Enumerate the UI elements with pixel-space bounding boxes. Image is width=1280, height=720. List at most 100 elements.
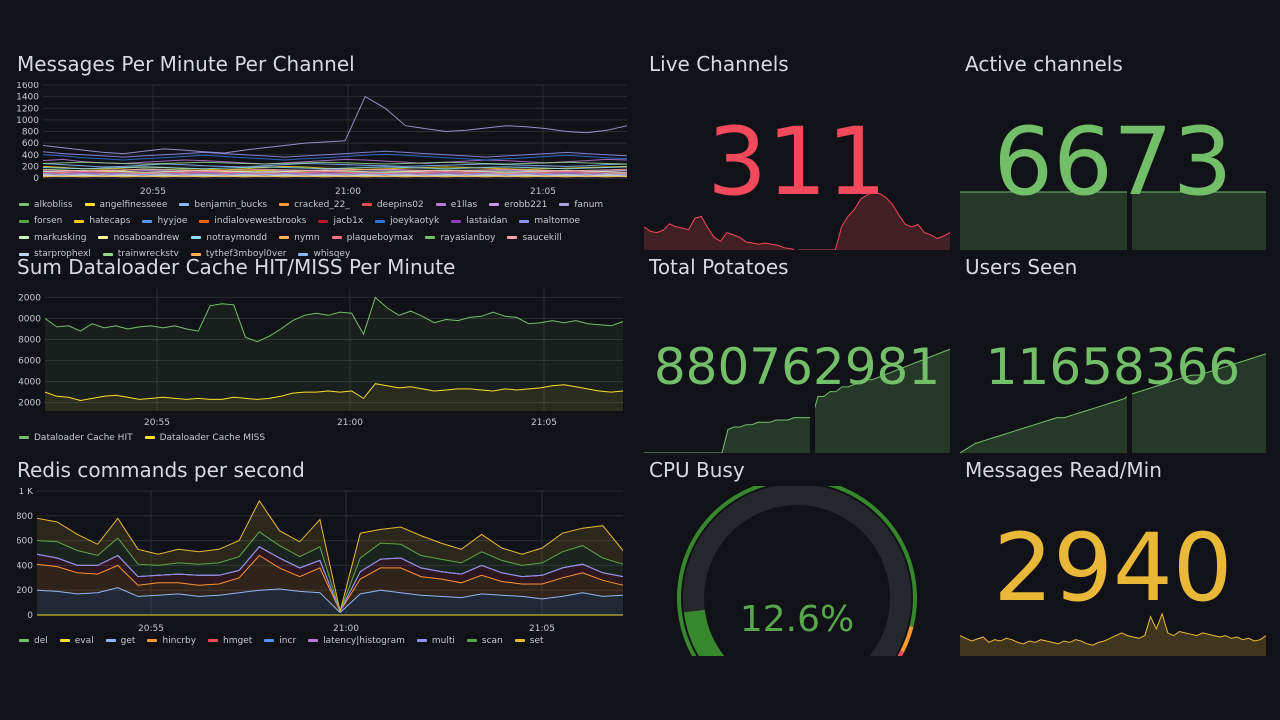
y-tick-label: 1200 bbox=[17, 104, 39, 114]
legend-swatch bbox=[361, 203, 372, 206]
legend-item[interactable]: latency|histogram bbox=[308, 633, 405, 649]
legend-item[interactable]: forsen bbox=[19, 213, 62, 229]
y-tick-label: 0 bbox=[27, 611, 33, 621]
series-area bbox=[37, 555, 623, 613]
y-tick-label: 1 K bbox=[19, 488, 35, 497]
legend-item[interactable]: e1llas bbox=[435, 197, 478, 213]
legend-item[interactable]: alkobliss bbox=[19, 197, 73, 213]
legend-item[interactable]: maltomoe bbox=[519, 213, 580, 229]
cpu-busy-gauge bbox=[677, 486, 917, 656]
legend-swatch bbox=[298, 252, 309, 256]
live-channels-value: 311 bbox=[707, 108, 887, 217]
legend-item[interactable]: saucekill bbox=[507, 230, 562, 246]
legend-item[interactable]: starprophexl bbox=[19, 246, 91, 262]
x-tick-label: 21:00 bbox=[333, 624, 359, 634]
legend-item[interactable]: rayasianboy bbox=[425, 230, 495, 246]
legend-item[interactable]: fanum bbox=[559, 197, 603, 213]
legend-item[interactable]: hatecaps bbox=[74, 213, 130, 229]
total-potatoes-panel: Total Potatoes 880762981 bbox=[644, 255, 950, 453]
legend-item[interactable]: lastaidan bbox=[451, 213, 507, 229]
legend-item[interactable]: tythef3mboyl0ver bbox=[190, 246, 287, 262]
legend-item[interactable]: notraymondd bbox=[191, 230, 267, 246]
live-channels-sparkline bbox=[644, 190, 950, 250]
redis-panel: Redis commands per second 0 200 400 600 800 1… bbox=[17, 458, 629, 653]
legend-item[interactable]: erobb221 bbox=[489, 197, 547, 213]
legend-swatch bbox=[144, 436, 155, 439]
legend-swatch bbox=[425, 236, 436, 239]
legend-item[interactable]: trainwreckstv bbox=[102, 246, 179, 262]
series-area bbox=[45, 383, 623, 411]
legend-item[interactable]: whisqey bbox=[298, 246, 350, 262]
messages-legend: alkobliss angelfinesseee benjamin_bucks cra… bbox=[19, 196, 631, 262]
legend-item[interactable]: joeykaotyk bbox=[375, 213, 439, 229]
legend-item[interactable]: markusking bbox=[19, 230, 86, 246]
legend-item[interactable]: plaqueboymax bbox=[331, 230, 413, 246]
legend-label: e1llas bbox=[450, 199, 478, 210]
x-tick-label: 20:55 bbox=[138, 624, 164, 634]
series-line bbox=[42, 168, 628, 172]
legend-item[interactable]: angelfinesseee bbox=[84, 197, 167, 213]
legend-item[interactable]: scan bbox=[466, 633, 503, 649]
sparkline-line bbox=[960, 612, 1266, 646]
legend-label: deepins02 bbox=[376, 199, 424, 210]
legend-label: lastaidan bbox=[466, 216, 508, 226]
active-channels-panel: Active channels 6673 bbox=[960, 52, 1266, 250]
legend-item[interactable]: benjamin_bucks bbox=[179, 197, 267, 213]
legend-label: incr bbox=[279, 635, 297, 646]
redis-chart[interactable]: 0 200 400 600 800 1 K 20:55 21:00 21:05 bbox=[17, 488, 629, 653]
legend-label: tythef3mboyl0ver bbox=[205, 249, 287, 259]
legend-swatch bbox=[98, 236, 109, 239]
legend-label: multi bbox=[431, 635, 455, 646]
legend-swatch bbox=[279, 236, 290, 239]
y-tick-label: 6000 bbox=[18, 357, 41, 367]
users-seen-panel: Users Seen 11658366 bbox=[960, 255, 1266, 453]
legend-item[interactable]: indialovewestbrooks bbox=[199, 213, 306, 229]
legend-item[interactable]: del bbox=[19, 633, 48, 649]
sparkline-area bbox=[960, 353, 1266, 453]
legend-item[interactable]: hincrby bbox=[147, 633, 196, 649]
legend-label: trainwreckstv bbox=[117, 249, 179, 259]
legend-label: get bbox=[120, 635, 136, 646]
legend-label: starprophexl bbox=[34, 249, 91, 259]
legend-label: saucekill bbox=[522, 232, 562, 243]
series-area bbox=[37, 500, 623, 612]
legend-item[interactable]: hyyjoe bbox=[142, 213, 187, 229]
y-tick-label: 12000 bbox=[17, 293, 41, 303]
legend-item[interactable]: nymn bbox=[279, 230, 320, 246]
y-tick-label: 400 bbox=[17, 561, 33, 571]
legend-item[interactable]: jacb1x bbox=[318, 213, 363, 229]
legend-item[interactable]: set bbox=[514, 633, 544, 649]
y-tick-label: 600 bbox=[17, 537, 33, 547]
legend-label: indialovewestbrooks bbox=[214, 216, 307, 226]
legend-swatch bbox=[147, 639, 158, 642]
series-line bbox=[42, 153, 628, 161]
legend-item[interactable]: hmget bbox=[208, 633, 252, 649]
legend-label: jacb1x bbox=[333, 216, 364, 226]
legend-item[interactable]: Dataloader Cache MISS bbox=[144, 430, 265, 446]
legend-item[interactable]: eval bbox=[59, 633, 94, 649]
legend-item[interactable]: multi bbox=[416, 633, 455, 649]
series-line bbox=[42, 162, 628, 168]
series-line bbox=[42, 150, 628, 158]
legend-item[interactable]: incr bbox=[264, 633, 296, 649]
legend-swatch bbox=[59, 639, 70, 642]
threshold-band-orange bbox=[900, 626, 914, 653]
x-tick-label: 21:05 bbox=[531, 418, 557, 428]
legend-label: fanum bbox=[574, 199, 604, 210]
legend-item[interactable]: nosaboandrew bbox=[98, 230, 179, 246]
legend-label: scan bbox=[481, 635, 503, 646]
messages-panel: Messages Per Minute Per Channel 0 200 400 6… bbox=[17, 52, 629, 259]
sparkline-line bbox=[644, 348, 950, 453]
legend-item[interactable]: cracked_22_ bbox=[279, 197, 350, 213]
active-channels-value: 6673 bbox=[993, 108, 1233, 217]
legend-swatch bbox=[375, 219, 386, 223]
legend-item[interactable]: Dataloader Cache HIT bbox=[19, 430, 133, 446]
users-seen-value: 11658366 bbox=[985, 338, 1241, 396]
dataloader-chart[interactable]: 2000 4000 6000 8000 10000 12000 20:55 21:00 21:0… bbox=[17, 285, 629, 450]
legend-swatch bbox=[102, 252, 113, 256]
legend-swatch bbox=[84, 203, 95, 206]
legend-item[interactable]: deepins02 bbox=[361, 197, 424, 213]
legend-swatch bbox=[559, 203, 570, 206]
legend-item[interactable]: get bbox=[105, 633, 136, 649]
